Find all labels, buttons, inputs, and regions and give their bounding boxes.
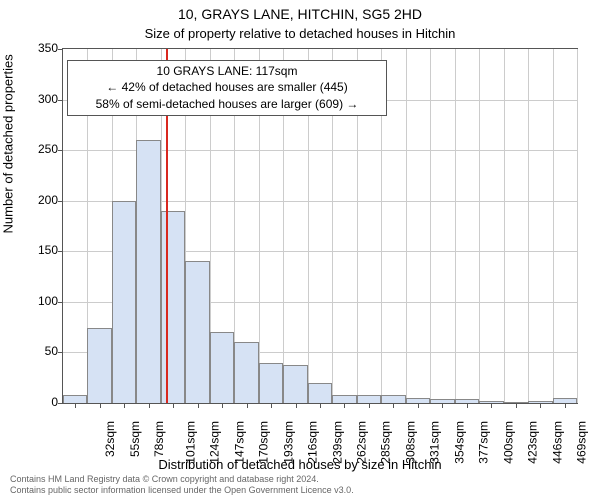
histogram-bar bbox=[259, 363, 283, 403]
xtick-label: 170sqm bbox=[257, 421, 271, 464]
xtick-label: 262sqm bbox=[355, 421, 369, 464]
gridline-v bbox=[406, 49, 407, 403]
histogram-bar bbox=[112, 201, 136, 403]
ytick-label: 150 bbox=[18, 243, 58, 257]
histogram-bar bbox=[136, 140, 160, 403]
xtick-label: 193sqm bbox=[281, 421, 295, 464]
footer-line-1: Contains HM Land Registry data © Crown c… bbox=[10, 474, 354, 485]
xtick-label: 377sqm bbox=[477, 421, 491, 464]
ytick-mark bbox=[58, 302, 63, 303]
histogram-bar bbox=[161, 211, 185, 403]
footer-credits: Contains HM Land Registry data © Crown c… bbox=[10, 474, 354, 496]
histogram-bar bbox=[185, 261, 209, 403]
xtick-mark bbox=[418, 403, 419, 408]
histogram-bar bbox=[308, 383, 332, 403]
histogram-bar bbox=[332, 395, 356, 403]
histogram-bar bbox=[283, 365, 307, 403]
xtick-label: 469sqm bbox=[575, 421, 589, 464]
ytick-label: 350 bbox=[18, 41, 58, 55]
xtick-mark bbox=[75, 403, 76, 408]
xtick-label: 55sqm bbox=[128, 421, 142, 457]
footer-line-2: Contains public sector information licen… bbox=[10, 485, 354, 496]
gridline-v bbox=[504, 49, 505, 403]
histogram-bar bbox=[455, 399, 479, 403]
xtick-mark bbox=[344, 403, 345, 408]
gridline-v bbox=[577, 49, 578, 403]
gridline-v bbox=[553, 49, 554, 403]
annotation-line: 10 GRAYS LANE: 117sqm bbox=[74, 63, 380, 80]
ytick-label: 250 bbox=[18, 142, 58, 156]
xtick-label: 101sqm bbox=[183, 421, 197, 464]
xtick-label: 147sqm bbox=[232, 421, 246, 464]
xtick-mark bbox=[491, 403, 492, 408]
histogram-bar bbox=[87, 328, 111, 403]
xtick-label: 308sqm bbox=[404, 421, 418, 464]
chart-title-sub: Size of property relative to detached ho… bbox=[0, 26, 600, 41]
xtick-mark bbox=[442, 403, 443, 408]
xtick-mark bbox=[271, 403, 272, 408]
ytick-label: 200 bbox=[18, 193, 58, 207]
histogram-bar bbox=[210, 332, 234, 403]
gridline-v bbox=[455, 49, 456, 403]
xtick-label: 285sqm bbox=[379, 421, 393, 464]
ytick-mark bbox=[58, 352, 63, 353]
histogram-bar bbox=[553, 398, 577, 403]
annotation-line: ← 42% of detached houses are smaller (44… bbox=[74, 79, 380, 96]
xtick-label: 400sqm bbox=[502, 421, 516, 464]
xtick-label: 78sqm bbox=[152, 421, 166, 457]
histogram-bar bbox=[63, 395, 87, 403]
xtick-label: 423sqm bbox=[526, 421, 540, 464]
histogram-bar bbox=[479, 401, 503, 403]
histogram-bar bbox=[430, 399, 454, 403]
xtick-mark bbox=[540, 403, 541, 408]
xtick-mark bbox=[100, 403, 101, 408]
ytick-mark bbox=[58, 201, 63, 202]
plot-area: 10 GRAYS LANE: 117sqm← 42% of detached h… bbox=[62, 48, 578, 404]
xtick-mark bbox=[124, 403, 125, 408]
xtick-mark bbox=[369, 403, 370, 408]
xtick-label: 239sqm bbox=[330, 421, 344, 464]
ytick-mark bbox=[58, 150, 63, 151]
y-axis-label: Number of detached properties bbox=[1, 54, 16, 233]
annotation-box: 10 GRAYS LANE: 117sqm← 42% of detached h… bbox=[67, 60, 387, 116]
chart-title-main: 10, GRAYS LANE, HITCHIN, SG5 2HD bbox=[0, 6, 600, 22]
gridline-v bbox=[528, 49, 529, 403]
histogram-bar bbox=[406, 398, 430, 403]
gridline-v bbox=[430, 49, 431, 403]
xtick-label: 354sqm bbox=[453, 421, 467, 464]
histogram-bar bbox=[381, 395, 405, 403]
histogram-bar bbox=[504, 402, 528, 403]
histogram-bar bbox=[357, 395, 381, 403]
xtick-mark bbox=[296, 403, 297, 408]
xtick-label: 446sqm bbox=[551, 421, 565, 464]
xtick-label: 331sqm bbox=[428, 421, 442, 464]
xtick-mark bbox=[320, 403, 321, 408]
xtick-mark bbox=[467, 403, 468, 408]
xtick-mark bbox=[222, 403, 223, 408]
xtick-label: 124sqm bbox=[208, 421, 222, 464]
xtick-mark bbox=[393, 403, 394, 408]
ytick-label: 300 bbox=[18, 92, 58, 106]
ytick-mark bbox=[58, 49, 63, 50]
xtick-mark bbox=[247, 403, 248, 408]
histogram-bar bbox=[234, 342, 258, 403]
ytick-mark bbox=[58, 251, 63, 252]
ytick-mark bbox=[58, 403, 63, 404]
xtick-mark bbox=[173, 403, 174, 408]
ytick-label: 100 bbox=[18, 294, 58, 308]
xtick-label: 216sqm bbox=[306, 421, 320, 464]
xtick-mark bbox=[198, 403, 199, 408]
annotation-line: 58% of semi-detached houses are larger (… bbox=[74, 96, 380, 113]
ytick-label: 0 bbox=[18, 395, 58, 409]
ytick-mark bbox=[58, 100, 63, 101]
histogram-bar bbox=[528, 401, 552, 403]
xtick-label: 32sqm bbox=[103, 421, 117, 457]
histogram-chart: 10, GRAYS LANE, HITCHIN, SG5 2HD Size of… bbox=[0, 0, 600, 500]
xtick-mark bbox=[149, 403, 150, 408]
xtick-mark bbox=[516, 403, 517, 408]
ytick-label: 50 bbox=[18, 344, 58, 358]
xtick-mark bbox=[565, 403, 566, 408]
gridline-v bbox=[479, 49, 480, 403]
